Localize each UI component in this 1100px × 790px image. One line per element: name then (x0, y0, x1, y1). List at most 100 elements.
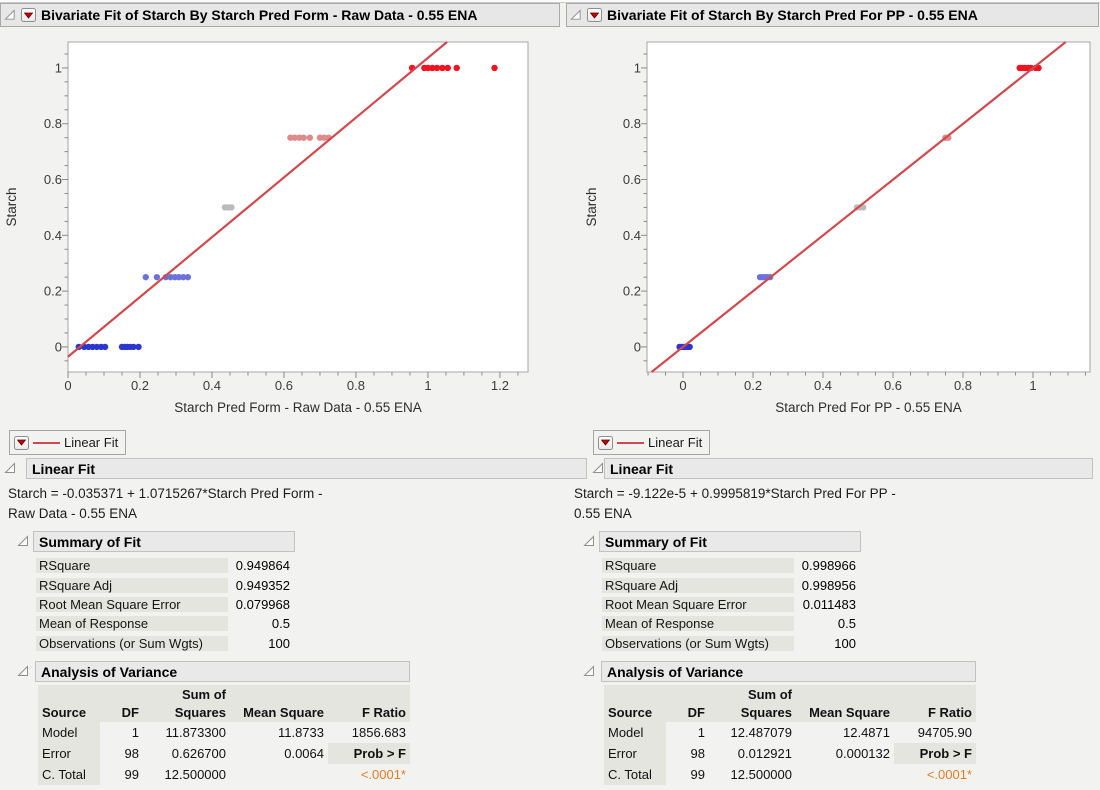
anova-source: Error (38, 743, 100, 764)
anova-df: 98 (124, 746, 139, 761)
x-tick-label: 0.6 (275, 378, 293, 393)
data-point[interactable] (228, 204, 235, 211)
data-point[interactable] (179, 273, 187, 281)
anova-table: Sum of Source DF Squares Mean Square F R… (38, 685, 410, 785)
summary-row: RSquare Adj 0.998956 (602, 575, 862, 594)
summary-of-fit-header: Summary of Fit (599, 531, 861, 552)
anova-sum-of-squares: 0.626700 (171, 746, 226, 761)
data-point[interactable] (142, 273, 149, 281)
data-point[interactable] (291, 134, 298, 141)
anova-col-header: Sum of (709, 685, 796, 703)
fit-equation: Starch = -9.122e-5 + 0.9995819*Starch Pr… (574, 484, 896, 523)
anova-col-header: DF (666, 703, 709, 722)
disclosure-triangle-icon[interactable] (4, 462, 16, 474)
x-tick-label: 0 (679, 378, 686, 393)
anova-header: Analysis of Variance (35, 661, 410, 682)
summary-row: Mean of Response 0.5 (36, 614, 296, 633)
anova-mean-square: 12.4871 (843, 725, 890, 740)
linear-fit-legend: Linear Fit (9, 430, 127, 455)
red-triangle-menu-icon[interactable] (21, 8, 36, 22)
data-point[interactable] (439, 64, 446, 72)
anova-col-header: Sum of (143, 685, 230, 703)
fit-equation-line2: 0.55 ENA (574, 505, 632, 521)
anova-df: 99 (690, 767, 705, 782)
summary-label: RSquare (36, 558, 228, 574)
anova-source: Error (604, 743, 666, 764)
anova-mean-square: 11.8733 (277, 725, 324, 740)
disclosure-triangle-icon[interactable] (17, 665, 29, 677)
red-triangle-menu-icon[interactable] (14, 435, 29, 450)
anova-header-row: Source DF Squares Mean Square F Ratio (38, 703, 410, 722)
anova-row: Model 1 12.487079 12.4871 94705.90 (604, 722, 976, 743)
summary-value: 0.998966 (801, 558, 856, 574)
anova-col-header: F Ratio (328, 703, 410, 722)
anova-sum-of-squares: 12.487079 (730, 725, 792, 740)
x-tick-label: 0.2 (131, 378, 149, 393)
legend-label: Linear Fit (64, 435, 119, 450)
anova-mean-square (230, 764, 328, 785)
anova-col-header: Source (604, 703, 666, 722)
anova-col-header: Mean Square (796, 703, 894, 722)
summary-value: 100 (834, 635, 856, 651)
anova-header-row: Source DF Squares Mean Square F Ratio (604, 703, 976, 722)
report-titlebar: Bivariate Fit of Starch By Starch Pred F… (0, 3, 560, 27)
data-point[interactable] (686, 343, 693, 351)
disclosure-triangle-icon[interactable] (583, 665, 595, 677)
disclosure-triangle-icon[interactable] (4, 9, 16, 21)
anova-mean-square (796, 764, 894, 785)
disclosure-triangle-icon[interactable] (570, 9, 582, 21)
y-tick-label: 0.2 (623, 284, 641, 299)
fit-line[interactable] (650, 41, 1067, 373)
data-point[interactable] (306, 134, 314, 141)
y-tick-label: 0.6 (44, 172, 62, 187)
data-point[interactable] (130, 343, 137, 351)
summary-label: RSquare Adj (602, 577, 794, 593)
summary-value: 0.5 (837, 616, 856, 632)
y-tick-label: 0 (634, 339, 641, 354)
fit-line-swatch (617, 441, 644, 444)
scatter-plot-right: 0 0.2 0.4 0.6 0.8 1 0 0.2 0.4 0.6 0.8 1 Starch Pred … (584, 41, 1091, 415)
data-point[interactable] (101, 343, 109, 351)
data-point[interactable] (444, 64, 451, 72)
disclosure-triangle-icon[interactable] (583, 535, 595, 547)
anova-prob-f-label: Prob > F (894, 743, 976, 764)
anova-table: Sum of Source DF Squares Mean Square F R… (604, 685, 976, 785)
summary-value: 100 (268, 635, 290, 651)
disclosure-triangle-icon[interactable] (17, 535, 29, 547)
data-point[interactable] (491, 64, 498, 72)
anova-source: Model (38, 722, 100, 743)
summary-label: Root Mean Square Error (36, 596, 228, 612)
red-triangle-menu-icon[interactable] (598, 435, 613, 450)
fit-line[interactable] (67, 41, 448, 358)
data-point[interactable] (433, 64, 441, 72)
anova-p-value: <.0001* (926, 767, 972, 782)
summary-row: Mean of Response 0.5 (602, 614, 862, 633)
anova-df: 1 (131, 725, 139, 740)
anova-p-value: <.0001* (360, 767, 406, 782)
summary-of-fit-table: RSquare 0.949864 RSquare Adj 0.949352 Root… (36, 556, 296, 653)
data-point[interactable] (184, 273, 192, 281)
data-point[interactable] (135, 343, 142, 351)
anova-df: 1 (697, 725, 705, 740)
red-triangle-menu-icon[interactable] (587, 8, 602, 22)
data-point[interactable] (453, 64, 460, 72)
anova-sum-of-squares: 11.873300 (165, 725, 227, 740)
anova-f-ratio: 94705.90 (917, 725, 972, 740)
data-point[interactable] (429, 64, 436, 72)
y-axis-title: Starch (584, 187, 599, 226)
y-tick-label: 1 (55, 60, 62, 75)
fit-equation: Starch = -0.035371 + 1.0715267*Starch Pr… (8, 484, 322, 523)
disclosure-triangle-icon[interactable] (592, 462, 604, 474)
data-point[interactable] (1035, 64, 1042, 72)
data-point[interactable] (153, 273, 161, 281)
data-point[interactable] (300, 134, 307, 141)
anova-mean-square: 0.000132 (835, 746, 890, 761)
x-axis-title: Starch Pred Form - Raw Data - 0.55 ENA (174, 400, 422, 415)
anova-col-header: Mean Square (230, 703, 328, 722)
anova-header-row: Sum of (604, 685, 976, 703)
summary-value: 0.079968 (235, 596, 290, 612)
x-tick-label: 0 (64, 378, 71, 393)
anova-col-header: DF (100, 703, 143, 722)
anova-sum-of-squares: 0.012921 (737, 746, 792, 761)
